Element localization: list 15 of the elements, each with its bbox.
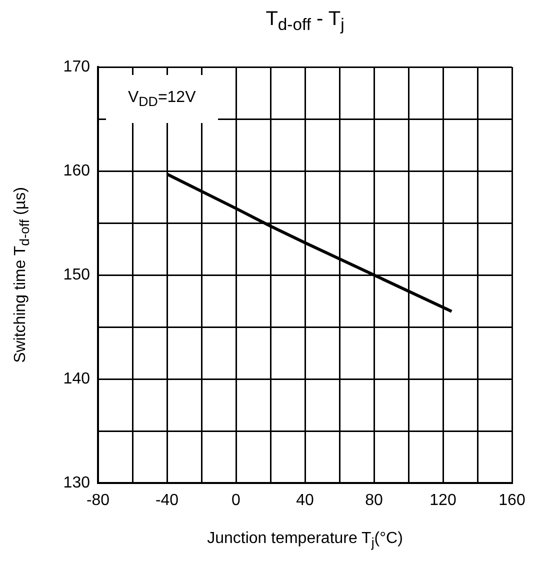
annotation: V$_{DD}$=12V <box>106 75 218 124</box>
x-axis-title: Junction temperature T$_{j}$(°C) <box>206 530 404 550</box>
y-tick-label: 140 <box>63 370 90 388</box>
x-tick-label: 80 <box>365 492 383 510</box>
x-tick-label: 120 <box>430 492 456 510</box>
y-tick-label: 150 <box>63 266 90 284</box>
y-tick-label: 160 <box>63 162 90 180</box>
x-tick-label: 40 <box>296 492 314 510</box>
chart-title: T$_{d-off}$ - T$_{j}$ <box>264 8 346 35</box>
x-tick-label: -80 <box>86 492 110 510</box>
y-tick-label: 130 <box>63 474 90 492</box>
x-tick-label: 160 <box>498 492 526 510</box>
x-tick-label: 0 <box>232 492 241 510</box>
x-tick-label: -40 <box>155 492 179 510</box>
y-tick-label: 170 <box>63 58 90 76</box>
